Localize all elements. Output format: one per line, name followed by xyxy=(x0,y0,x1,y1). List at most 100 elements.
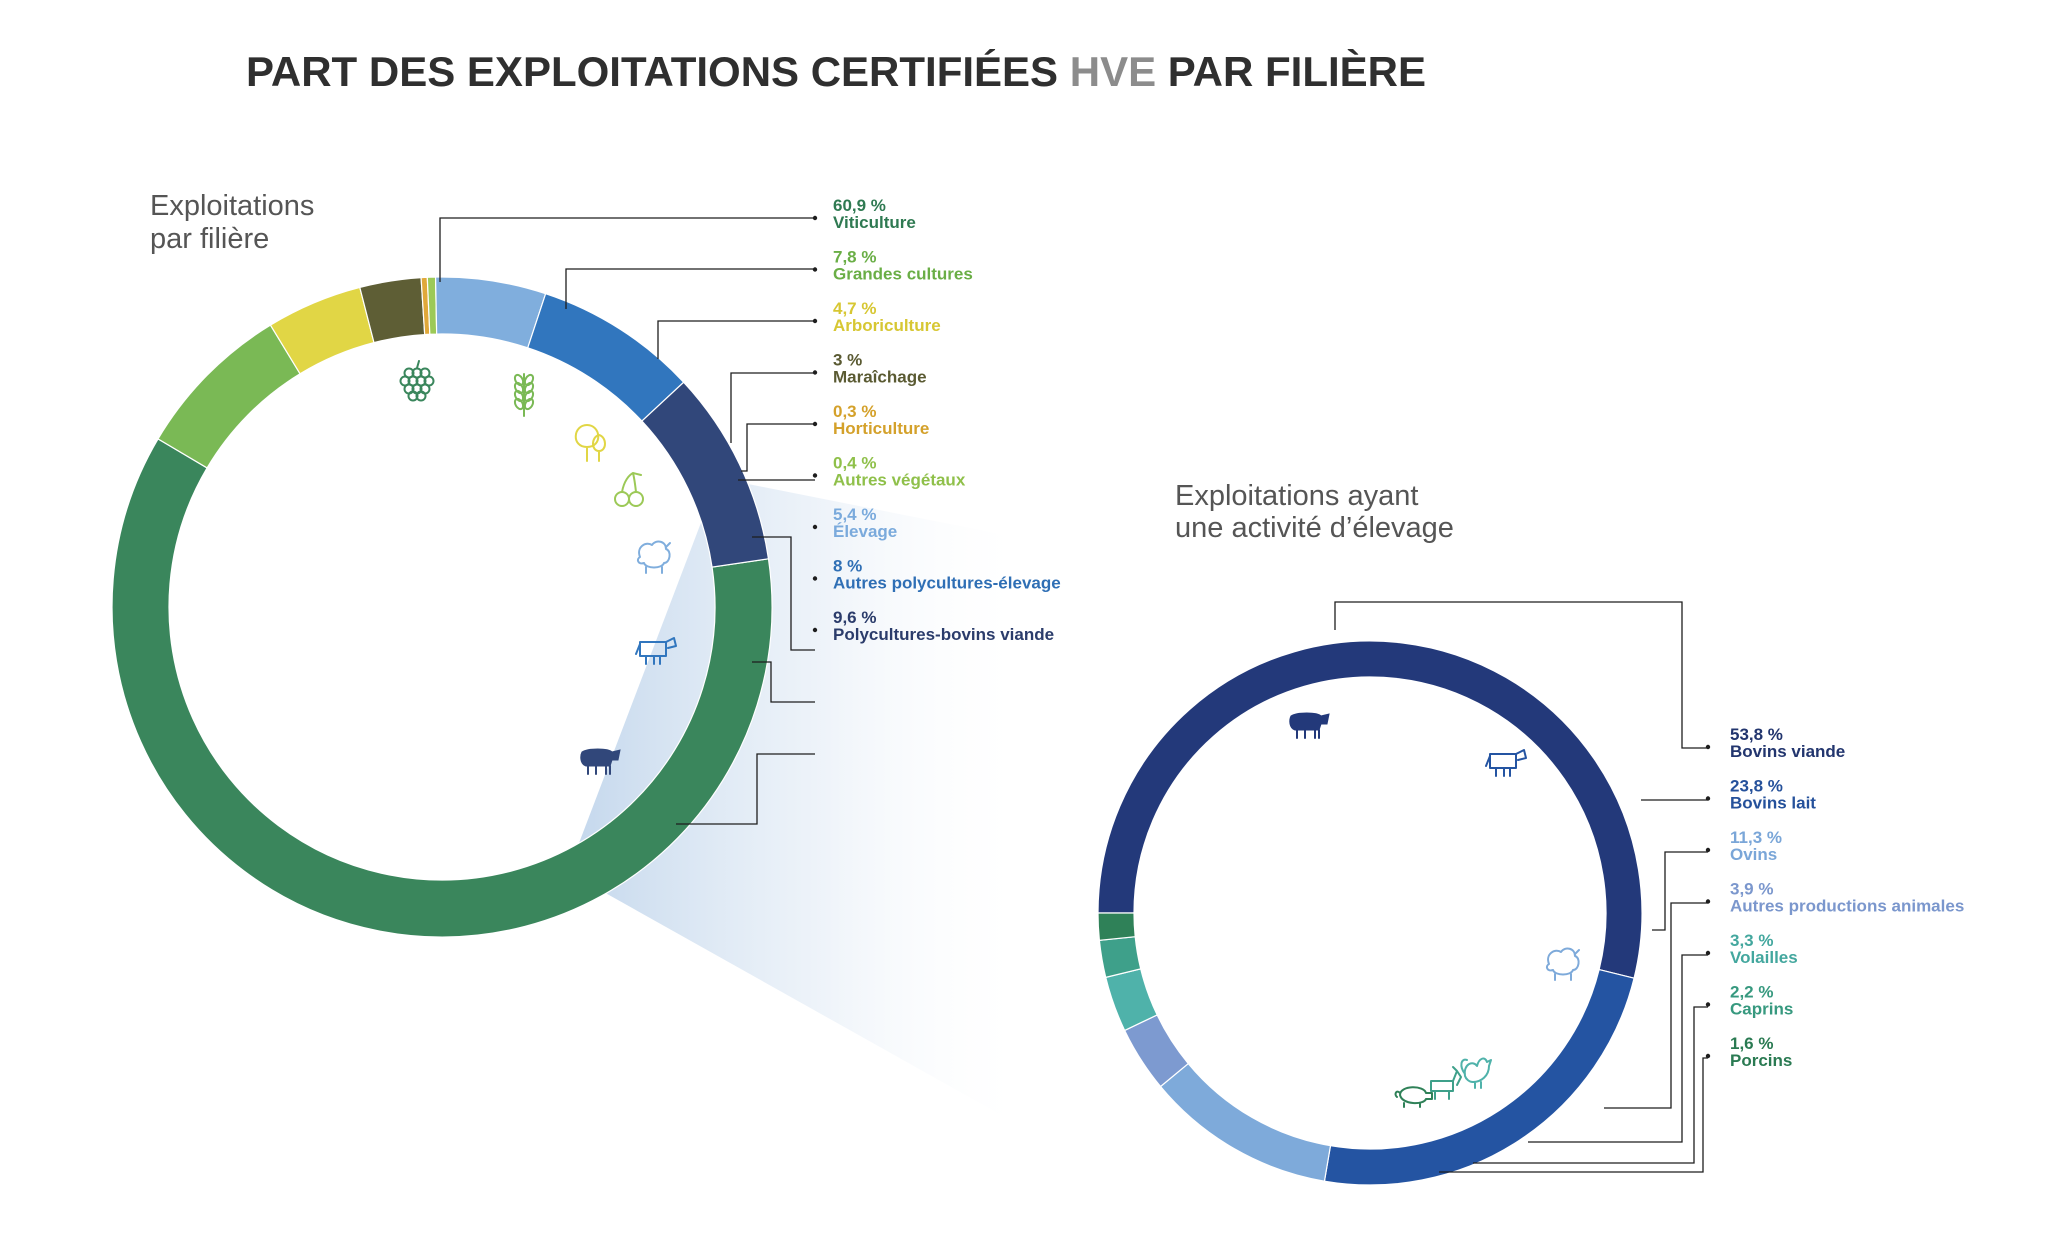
donut-chart-elevage: 53,8 %Bovins viande 23,8 %Bovins lait 11,3… xyxy=(1097,601,1964,1186)
sheep-icon xyxy=(1545,947,1580,981)
value-label-caprins: 2,2 % xyxy=(1730,983,1773,1002)
value-label-arboriculture: 4,7 % xyxy=(833,299,876,318)
leader-line-porcins xyxy=(1439,1057,1708,1173)
zoom-wedge xyxy=(568,478,1030,1120)
category-label-bovins-lait: Bovins lait xyxy=(1730,794,1816,813)
pig-icon xyxy=(1394,1086,1433,1108)
wheat-icon xyxy=(513,373,535,417)
bull-icon xyxy=(580,748,621,775)
chart1-leader-lines xyxy=(439,215,818,825)
chart2-heading-line-2: une activité d’élevage xyxy=(1175,512,1454,544)
leader-dot-grandes-cultures xyxy=(812,267,818,272)
donut-slice-bovins-viande xyxy=(1097,640,1643,979)
chart1-labels: 60,9 %Viticulture 7,8 %Grandes cultures 4,… xyxy=(833,196,1061,644)
leader-dot-autres-polycultures-elevage xyxy=(812,576,818,581)
value-label-autres-vegetaux: 0,4 % xyxy=(833,454,876,473)
chart2-labels: 53,8 %Bovins viande 23,8 %Bovins lait 11,3… xyxy=(1730,725,1964,1070)
category-label-grandes-cultures: Grandes cultures xyxy=(833,265,973,284)
leader-dot-polycultures-bovins-viande xyxy=(812,627,818,633)
value-label-bovins-viande: 53,8 % xyxy=(1730,725,1783,744)
bull-icon xyxy=(1289,712,1330,739)
chart2-heading-line-1: Exploitations ayant xyxy=(1175,480,1418,512)
donut-slice-bovins-lait xyxy=(1323,968,1635,1186)
chart2-heading: Exploitations ayant une activité d’éleva… xyxy=(1175,480,1454,544)
value-label-porcins: 1,6 % xyxy=(1730,1034,1773,1053)
tree-icon xyxy=(574,424,606,462)
leader-dot-bovins-viande xyxy=(1705,744,1711,750)
leader-line-bovins-viande xyxy=(1334,601,1708,749)
cow-icon xyxy=(1485,749,1527,777)
chart1-icons xyxy=(399,360,677,775)
cherries-icon xyxy=(614,472,644,507)
chart1-slices xyxy=(111,276,773,938)
leader-dot-porcins xyxy=(1705,1053,1711,1059)
page-title: PART DES EXPLOITATIONS CERTIFIÉES HVE PA… xyxy=(246,48,1426,95)
leader-line-caprins xyxy=(1473,1006,1708,1164)
title-accent: HVE xyxy=(1070,48,1156,95)
leader-line-viticulture xyxy=(439,217,815,282)
donut-slice-autres-polycultures-elevage xyxy=(526,292,685,422)
category-label-volailles: Volailles xyxy=(1730,948,1798,967)
title-part-1: PART DES EXPLOITATIONS CERTIFIÉES xyxy=(246,48,1070,95)
value-label-viticulture: 60,9 % xyxy=(833,196,886,215)
value-label-volailles: 3,3 % xyxy=(1730,931,1773,950)
category-label-caprins: Caprins xyxy=(1730,1000,1793,1019)
category-label-polycultures-bovins-viande: Polycultures-bovins viande xyxy=(833,625,1054,644)
leader-dot-elevage xyxy=(812,524,818,530)
leader-dot-volailles xyxy=(1705,950,1711,956)
leader-dot-autres-vegetaux xyxy=(812,473,818,478)
leader-dot-ovins xyxy=(1705,847,1711,853)
donut-slice-viticulture xyxy=(111,438,773,938)
value-label-autres-polycultures-elevage: 8 % xyxy=(833,557,862,576)
donut-slice-polycultures-bovins-viande xyxy=(641,381,770,568)
leader-dot-caprins xyxy=(1705,1002,1711,1007)
value-label-ovins: 11,3 % xyxy=(1730,828,1782,847)
chart2-icons xyxy=(1289,712,1580,1108)
value-label-bovins-lait: 23,8 % xyxy=(1730,777,1783,796)
value-label-elevage: 5,4 % xyxy=(833,505,876,524)
grape-icon xyxy=(399,360,435,402)
chart2-slices xyxy=(1097,640,1643,1186)
value-label-polycultures-bovins-viande: 9,6 % xyxy=(833,608,876,627)
sheep-icon xyxy=(636,540,671,574)
leader-line-maraichage xyxy=(730,372,815,443)
category-label-porcins: Porcins xyxy=(1730,1051,1792,1070)
leader-dot-bovins-lait xyxy=(1705,796,1711,801)
chart1-heading-line-1: Exploitations xyxy=(150,190,314,222)
leader-line-elevage xyxy=(752,536,815,651)
category-label-arboriculture: Arboriculture xyxy=(833,316,941,335)
leader-line-volailles xyxy=(1528,954,1708,1143)
donut-slice-porcins xyxy=(1097,912,1136,941)
leader-dot-maraichage xyxy=(812,370,818,375)
leader-line-arboriculture xyxy=(657,320,815,359)
title-part-2: PAR FILIÈRE xyxy=(1156,48,1426,95)
leader-line-ovins xyxy=(1652,851,1708,931)
cow-icon xyxy=(635,637,677,665)
leader-dot-viticulture xyxy=(812,215,818,221)
category-label-autres-productions-animales: Autres productions animales xyxy=(1730,897,1964,916)
category-label-elevage: Élevage xyxy=(833,522,897,541)
category-label-maraichage: Maraîchage xyxy=(833,368,927,387)
category-label-viticulture: Viticulture xyxy=(833,213,916,232)
leader-line-grandes-cultures xyxy=(565,268,815,309)
value-label-horticulture: 0,3 % xyxy=(833,402,876,421)
donut-chart-filieres: 60,9 %Viticulture 7,8 %Grandes cultures 4,… xyxy=(111,196,1061,938)
leader-line-autres-polycultures-elevage xyxy=(752,661,815,703)
leader-line-autres-productions-animales xyxy=(1604,902,1708,1109)
leader-line-polycultures-bovins-viande xyxy=(676,753,815,825)
category-label-horticulture: Horticulture xyxy=(833,419,929,438)
donut-slice-grandes-cultures xyxy=(157,324,301,469)
chart1-heading: Exploitations par filière xyxy=(150,190,323,255)
category-label-autres-vegetaux: Autres végétaux xyxy=(833,471,966,490)
value-label-maraichage: 3 % xyxy=(833,351,862,370)
rooster-icon xyxy=(1460,1057,1492,1089)
leader-dot-autres-productions-animales xyxy=(1705,899,1711,904)
leader-line-horticulture xyxy=(741,423,815,472)
goat-icon xyxy=(1430,1066,1462,1100)
value-label-grandes-cultures: 7,8 % xyxy=(833,248,876,267)
category-label-autres-polycultures-elevage: Autres polycultures-élevage xyxy=(833,574,1061,593)
category-label-bovins-viande: Bovins viande xyxy=(1730,742,1845,761)
chart1-heading-line-2: par filière xyxy=(150,223,269,255)
category-label-ovins: Ovins xyxy=(1730,845,1777,864)
